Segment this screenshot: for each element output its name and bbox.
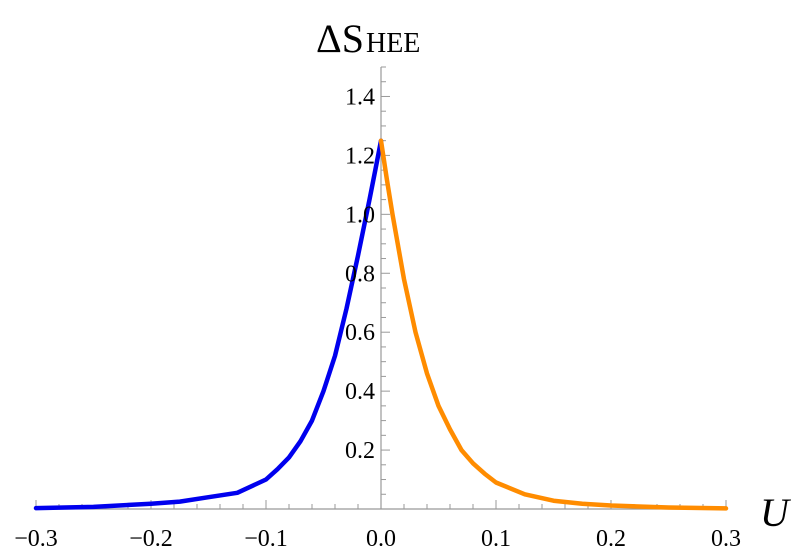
y-tick-label: 0.8 (345, 261, 375, 287)
x-tick-label: 0.3 (711, 526, 741, 552)
plot-series (33, 138, 729, 511)
x-tick-label: 0.0 (366, 526, 396, 552)
x-tick-label: −0.2 (129, 526, 173, 552)
x-tick-label: 0.2 (596, 526, 626, 552)
series-line-0 (33, 138, 384, 511)
y-tick-label: 1.4 (345, 84, 375, 110)
y-tick-label: 1.0 (345, 202, 375, 228)
y-tick-label: 0.2 (345, 438, 375, 464)
y-tick-labels: 0.2 0.4 0.6 0.8 1.0 1.2 1.4 (345, 84, 375, 464)
x-tick-label: −0.1 (244, 526, 288, 552)
x-tick-label: −0.3 (14, 526, 58, 552)
y-axis-title: ΔSHEE (316, 16, 420, 61)
x-tick-labels: −0.3 −0.2 −0.1 0.0 0.1 0.2 0.3 (14, 526, 741, 552)
x-tick-label: 0.1 (481, 526, 511, 552)
y-tick-label: 0.4 (345, 379, 375, 405)
series-line-1 (378, 138, 729, 511)
y-tick-label: 1.2 (345, 143, 375, 169)
axes (35, 66, 727, 510)
y-tick-label: 0.6 (345, 320, 375, 346)
x-axis-title: U (760, 490, 792, 535)
